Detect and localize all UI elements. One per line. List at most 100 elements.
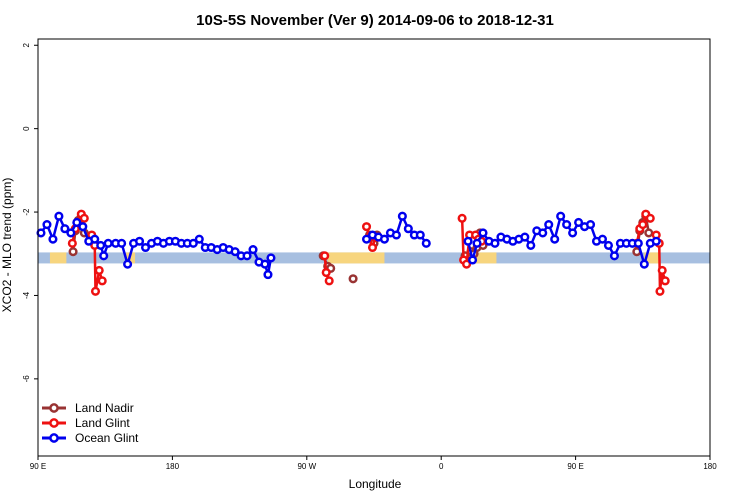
ocean-glint-point-1-0 (361, 234, 372, 244)
ocean-glint-point-2-13 (538, 228, 548, 238)
x-tick-label-0: 90 E (30, 462, 46, 471)
land-glint-point-0-0 (67, 238, 77, 248)
ocean-glint-point-2-3 (478, 228, 488, 238)
land-glint-point-6-4 (660, 276, 670, 286)
ocean-glint-point-0-26 (188, 238, 198, 248)
ocean-glint-point-0-9 (90, 234, 100, 244)
ocean-glint-point-0-17 (134, 236, 145, 246)
ocean-glint-point-0-3 (54, 211, 64, 221)
land-glint-point-5-4 (645, 213, 655, 223)
ocean-glint-point-1-7 (403, 224, 413, 234)
ocean-glint-point-1-6 (397, 211, 407, 221)
land-glint-point-2-0 (320, 251, 330, 261)
legend-item-land-nadir: Land Nadir (42, 401, 134, 415)
x-tick-label-1: 180 (166, 462, 180, 471)
ocean-glint-point-2-24 (603, 240, 614, 250)
land-glint-line-3 (365, 226, 377, 249)
x-axis-label: Longitude (349, 477, 402, 491)
land-glint-point-3-0 (361, 222, 372, 232)
ocean-glint-point-0-12 (103, 238, 113, 248)
series-layer (36, 209, 670, 296)
legend-item-land-glint: Land Glint (42, 416, 130, 430)
land-band-2 (327, 252, 385, 264)
x-tick-label-5: 180 (703, 462, 717, 471)
ocean-glint-point-0-11 (99, 251, 109, 261)
land-glint-point-6-3 (657, 265, 667, 275)
land-nadir-point-2-0 (348, 274, 358, 284)
ocean-glint-point-2-21 (585, 220, 596, 230)
ocean-glint-point-0-39 (263, 270, 273, 280)
chart-title: 10S-5S November (Ver 9) 2014-09-06 to 20… (196, 12, 554, 29)
land-nadir-point-5-4 (644, 228, 654, 238)
land-glint-point-3-2 (367, 242, 378, 253)
land-glint-point-1-2 (90, 286, 101, 296)
ocean-glint-point-2-30 (639, 259, 649, 269)
legend-label-2: Ocean Glint (75, 431, 139, 445)
x-axis: 90 E 180 90 W 0 90 E 180 (30, 456, 717, 471)
land-glint-point-0-4 (79, 213, 89, 223)
ocean-glint-point-0-33 (230, 247, 240, 257)
y-tick-label-2: -2 (22, 208, 31, 216)
legend-swatch-point-1 (49, 418, 59, 428)
ocean-glint-point-1-10 (421, 238, 431, 248)
series-ocean-glint (36, 211, 661, 280)
ocean-glint-point-2-23 (597, 234, 608, 244)
ocean-glint-point-0-0 (36, 228, 46, 238)
ocean-glint-point-2-1 (468, 255, 478, 265)
ocean-glint-point-0-1 (42, 220, 52, 230)
surface-band (38, 252, 710, 264)
y-tick-label-1: 0 (22, 126, 31, 131)
land-glint-point-2-2 (324, 276, 334, 286)
ocean-glint-point-0-38 (260, 259, 270, 269)
ocean-glint-point-2-19 (574, 217, 584, 228)
ocean-glint-point-1-5 (391, 230, 401, 240)
y-tick-label-3: -4 (22, 291, 31, 299)
land-glint-point-4-2 (462, 259, 472, 269)
legend-swatch-point-2 (49, 433, 59, 443)
land-glint-point-2-1 (321, 267, 331, 278)
ocean-glint-point-2-15 (550, 234, 560, 244)
land-glint-point-6-2 (655, 286, 665, 296)
ocean-glint-point-1-9 (415, 230, 425, 240)
ocean-glint-point-0-27 (194, 234, 204, 244)
land-glint-point-1-3 (94, 265, 104, 275)
land-nadir-point-0-0 (68, 247, 78, 257)
y-axis-label: XCO2 - MLO trend (ppm) (0, 178, 14, 313)
ocean-glint-point-2-16 (556, 211, 566, 221)
ocean-glint-point-2-18 (568, 228, 578, 238)
ocean-glint-point-0-4 (60, 224, 70, 234)
ocean-glint-point-2-17 (562, 220, 572, 230)
ocean-glint-point-0-6 (72, 217, 82, 228)
ocean-glint-point-0-40 (266, 253, 276, 263)
ocean-glint-point-2-25 (609, 251, 619, 261)
ocean-glint-point-2-11 (526, 240, 536, 250)
ocean-glint-point-2-32 (651, 236, 661, 246)
x-tick-label-4: 90 E (567, 462, 583, 471)
ocean-glint-point-2-14 (544, 220, 554, 230)
x-tick-label-3: 0 (439, 462, 444, 471)
land-band-4 (644, 252, 660, 264)
ocean-glint-point-0-7 (78, 222, 88, 232)
land-glint-point-5-2 (638, 220, 648, 230)
legend-swatch-point-0 (49, 403, 59, 413)
ocean-glint-point-1-3 (379, 234, 390, 244)
ocean-glint-point-0-5 (66, 228, 76, 238)
legend-label-1: Land Glint (75, 416, 130, 430)
y-tick-label-4: -6 (22, 375, 31, 383)
land-band-3 (468, 252, 497, 264)
legend-item-ocean-glint: Ocean Glint (42, 431, 139, 445)
legend-label-0: Land Nadir (75, 401, 134, 415)
ocean-glint-point-0-18 (140, 242, 151, 253)
ocean-glint-point-0-35 (242, 251, 252, 261)
ocean-glint-point-0-14 (117, 238, 127, 248)
ocean-glint-point-2-5 (490, 238, 500, 248)
land-band-0 (49, 252, 67, 264)
land-glint-point-1-4 (97, 276, 107, 286)
y-axis: 2 0 -2 -4 -6 (22, 42, 38, 382)
ocean-glint-point-0-2 (48, 234, 58, 244)
land-glint-point-4-0 (457, 213, 467, 223)
y-tick-label-0: 2 (22, 42, 31, 47)
ocean-glint-point-2-2 (472, 238, 482, 248)
